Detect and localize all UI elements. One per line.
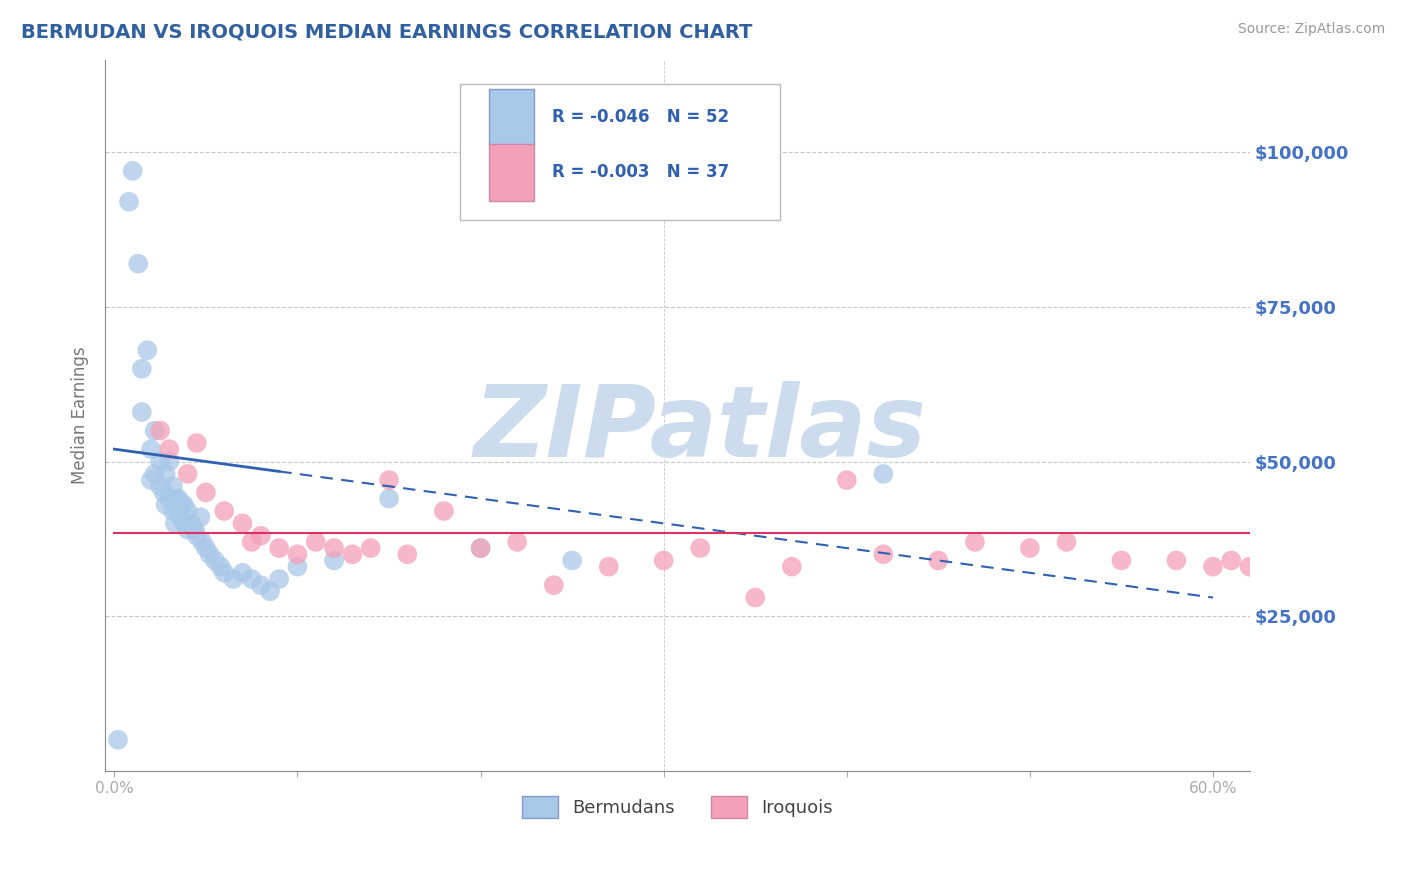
Point xyxy=(323,541,346,555)
Point xyxy=(1166,553,1188,567)
Point xyxy=(240,535,263,549)
Point xyxy=(378,473,401,487)
Point xyxy=(155,498,177,512)
Point xyxy=(232,516,254,531)
Point xyxy=(162,479,184,493)
Point xyxy=(652,553,675,567)
Point xyxy=(872,467,894,481)
Point xyxy=(506,535,529,549)
Point xyxy=(173,516,195,531)
Point xyxy=(121,164,143,178)
Point xyxy=(240,572,263,586)
Point xyxy=(155,467,177,481)
Point xyxy=(194,485,217,500)
Point xyxy=(305,535,328,549)
Point xyxy=(287,547,309,561)
Point xyxy=(198,547,221,561)
Point xyxy=(176,504,198,518)
Point xyxy=(835,473,858,487)
Point xyxy=(191,535,214,549)
Point xyxy=(127,257,149,271)
Point xyxy=(184,523,207,537)
Point xyxy=(250,529,273,543)
Point xyxy=(1220,553,1243,567)
Y-axis label: Median Earnings: Median Earnings xyxy=(72,346,89,484)
Point xyxy=(212,566,235,580)
Point xyxy=(744,591,766,605)
Point xyxy=(259,584,281,599)
Point xyxy=(180,516,202,531)
Point xyxy=(927,553,949,567)
Point xyxy=(163,516,186,531)
Point xyxy=(157,442,180,457)
Legend: Bermudans, Iroquois: Bermudans, Iroquois xyxy=(515,789,841,826)
Point xyxy=(194,541,217,555)
Point xyxy=(470,541,492,555)
Point xyxy=(1056,535,1078,549)
Point xyxy=(176,467,198,481)
Text: BERMUDAN VS IROQUOIS MEDIAN EARNINGS CORRELATION CHART: BERMUDAN VS IROQUOIS MEDIAN EARNINGS COR… xyxy=(21,22,752,41)
Point xyxy=(153,485,176,500)
FancyBboxPatch shape xyxy=(460,85,780,219)
Point xyxy=(166,491,188,506)
Point xyxy=(118,194,141,209)
Point xyxy=(167,491,190,506)
FancyBboxPatch shape xyxy=(488,144,534,201)
Text: R = -0.003   N = 37: R = -0.003 N = 37 xyxy=(551,163,728,181)
Point xyxy=(157,454,180,468)
Point xyxy=(872,547,894,561)
Point xyxy=(139,473,162,487)
Point xyxy=(173,498,195,512)
Point xyxy=(269,541,291,555)
Point xyxy=(433,504,456,518)
Point xyxy=(149,479,172,493)
Point xyxy=(323,553,346,567)
Point xyxy=(287,559,309,574)
Point xyxy=(186,436,208,450)
Point xyxy=(269,572,291,586)
Point xyxy=(149,454,172,468)
Point xyxy=(780,559,803,574)
Point xyxy=(169,510,191,524)
Point xyxy=(561,553,583,567)
Point xyxy=(190,510,212,524)
Point xyxy=(1239,559,1261,574)
Point xyxy=(136,343,159,358)
Point xyxy=(360,541,382,555)
Point xyxy=(172,498,194,512)
Point xyxy=(598,559,620,574)
Point xyxy=(250,578,273,592)
Point xyxy=(963,535,986,549)
Point xyxy=(167,504,190,518)
Point xyxy=(149,424,172,438)
Point xyxy=(139,442,162,457)
Point xyxy=(1018,541,1040,555)
Point xyxy=(204,553,226,567)
Point xyxy=(396,547,419,561)
Point xyxy=(1111,553,1133,567)
Point xyxy=(232,566,254,580)
Point xyxy=(131,361,153,376)
Point xyxy=(222,572,245,586)
Text: ZIPatlas: ZIPatlas xyxy=(474,381,927,478)
Text: Source: ZipAtlas.com: Source: ZipAtlas.com xyxy=(1237,22,1385,37)
Point xyxy=(143,467,166,481)
Point xyxy=(689,541,711,555)
Point xyxy=(209,559,232,574)
Point xyxy=(212,504,235,518)
Point xyxy=(131,405,153,419)
Point xyxy=(176,523,198,537)
Point xyxy=(186,529,208,543)
Point xyxy=(470,541,492,555)
Text: R = -0.046   N = 52: R = -0.046 N = 52 xyxy=(551,108,728,126)
Point xyxy=(107,732,129,747)
FancyBboxPatch shape xyxy=(488,89,534,145)
Point xyxy=(162,504,184,518)
Point xyxy=(543,578,565,592)
Point xyxy=(342,547,364,561)
Point xyxy=(1202,559,1225,574)
Point xyxy=(378,491,401,506)
Point xyxy=(143,424,166,438)
Point xyxy=(157,491,180,506)
